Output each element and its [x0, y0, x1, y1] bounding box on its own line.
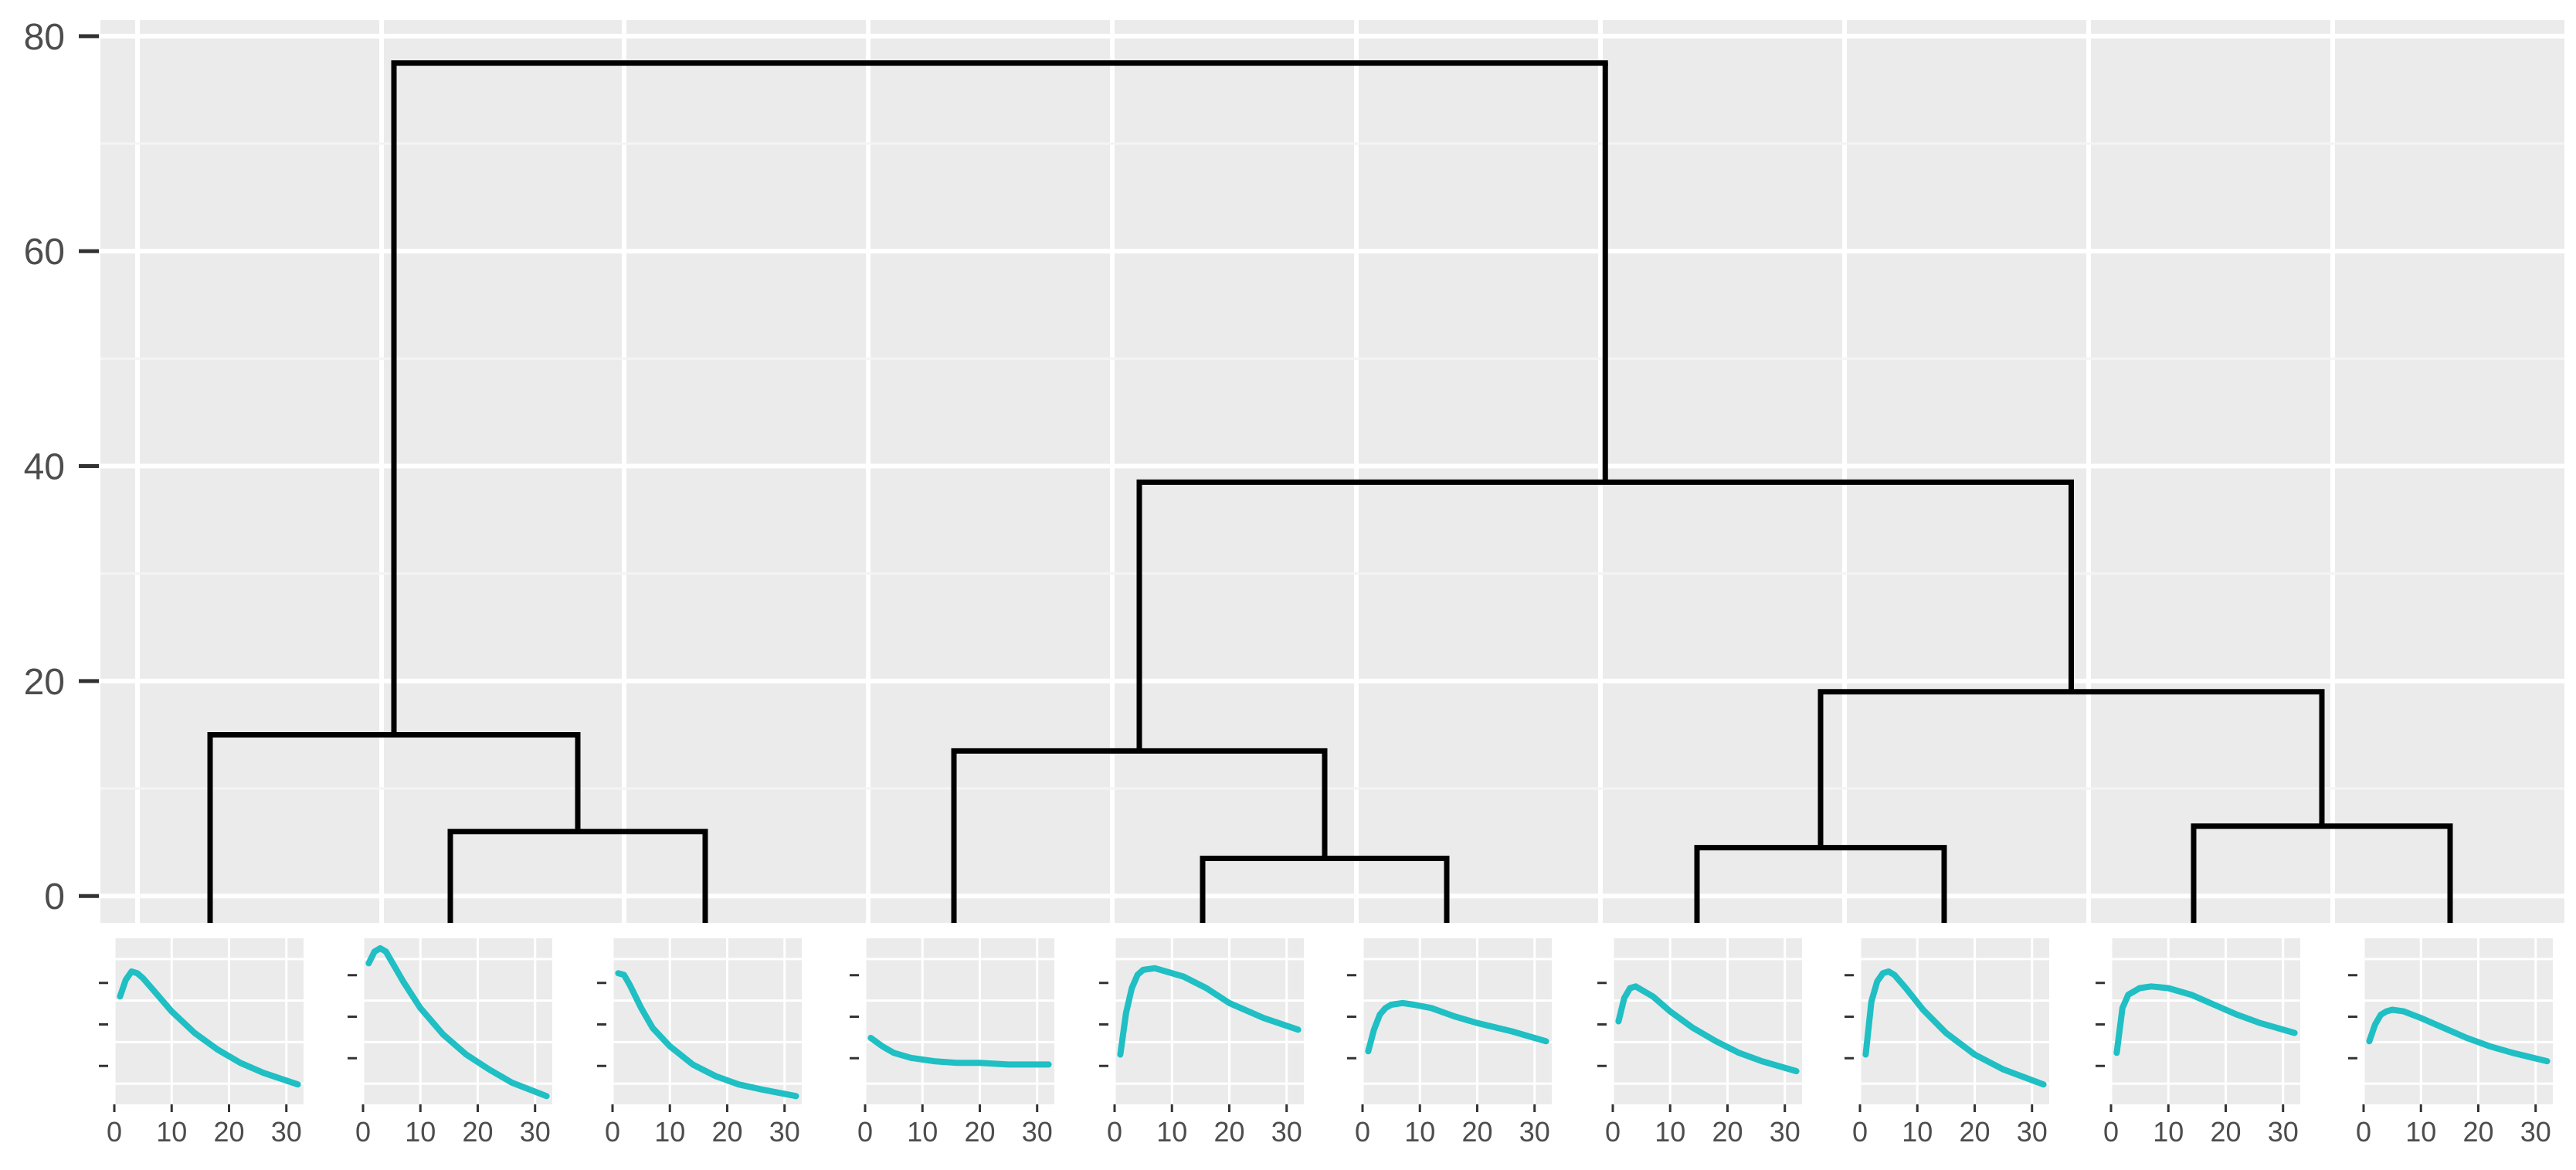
panel-x-tick-label: 20: [462, 1116, 493, 1148]
small-multiple-panel: 0 10 20 30: [597, 938, 802, 1148]
plot-panel-background: [100, 20, 2564, 923]
panel-x-tick-label: 10: [156, 1116, 187, 1148]
panel-x-tick-label: 10: [1156, 1116, 1187, 1148]
panel-x-tick-label: 0: [1605, 1116, 1621, 1148]
panel-x-tick-label: 30: [2268, 1116, 2299, 1148]
series-line: [2113, 983, 2298, 1056]
panel-x-tick-label: 30: [520, 1116, 551, 1148]
panel-x-tick-label: 30: [769, 1116, 800, 1148]
panel-x-tick-label: 20: [1213, 1116, 1244, 1148]
small-multiple-panel: 0 10 20 30: [1845, 938, 2049, 1148]
panel-x-tick-label: 10: [2153, 1116, 2184, 1148]
panel-x-tick-label: 10: [1655, 1116, 1685, 1148]
panel-background: [1363, 938, 1552, 1104]
panel-x-tick-label: 20: [2462, 1116, 2493, 1148]
small-multiple-panel: 0 10 20 30: [1099, 938, 1304, 1148]
panel-x-tick-label: 30: [1022, 1116, 1053, 1148]
panel-x-tick-label: 0: [355, 1116, 371, 1148]
small-multiple-panel: 0 10 20 30: [2096, 938, 2300, 1148]
small-multiple-panel: 0 10 20 30: [1597, 938, 1802, 1148]
panel-x-tick-label: 0: [605, 1116, 620, 1148]
series-line: [1615, 983, 1800, 1074]
panel-x-tick-label: 0: [2103, 1116, 2119, 1148]
series-line: [1117, 965, 1302, 1058]
panel-background: [613, 938, 802, 1104]
panel-x-tick-label: 10: [1404, 1116, 1435, 1148]
panel-x-tick-label: 20: [711, 1116, 742, 1148]
series-line: [2366, 1006, 2551, 1065]
panel-x-tick-label: 20: [213, 1116, 244, 1148]
panel-x-tick-label: 30: [2520, 1116, 2551, 1148]
series-line: [365, 944, 550, 1100]
panel-x-tick-label: 10: [1902, 1116, 1933, 1148]
panel-x-tick-label: 0: [107, 1116, 122, 1148]
panel-background: [2111, 938, 2300, 1104]
panel-x-tick-label: 0: [1355, 1116, 1370, 1148]
series-line: [1365, 999, 1549, 1055]
panel-x-tick-label: 0: [1852, 1116, 1868, 1148]
panel-background: [1613, 938, 1802, 1104]
panel-x-tick-label: 30: [271, 1116, 302, 1148]
panel-x-tick-label: 20: [2210, 1116, 2241, 1148]
panel-x-tick-label: 0: [1107, 1116, 1122, 1148]
panel-x-tick-label: 10: [654, 1116, 685, 1148]
panel-x-tick-label: 30: [2017, 1116, 2048, 1148]
series-line: [117, 968, 301, 1088]
y-tick-label: 0: [44, 877, 65, 917]
small-multiple-panel: 0 10 20 30: [850, 938, 1054, 1148]
panel-x-tick-label: 30: [1271, 1116, 1302, 1148]
y-tick-label: 20: [24, 662, 65, 703]
y-tick-label: 80: [24, 17, 65, 58]
panel-x-tick-label: 20: [1461, 1116, 1492, 1148]
panel-x-tick-label: 20: [964, 1116, 995, 1148]
small-multiple-panel: 0 10 20 30: [1347, 938, 1552, 1148]
y-tick-label: 60: [24, 232, 65, 273]
small-multiple-panel: 0 10 20 30: [348, 938, 552, 1148]
panel-background: [865, 938, 1054, 1104]
panel-x-tick-label: 0: [2356, 1116, 2371, 1148]
panel-x-tick-label: 0: [857, 1116, 873, 1148]
panel-x-tick-label: 10: [2405, 1116, 2436, 1148]
series-line: [1862, 968, 2047, 1088]
small-multiple-panel: 0 10 20 30: [99, 938, 304, 1148]
small-multiple-panel: 0 10 20 30: [2348, 938, 2553, 1148]
series-line: [867, 1035, 1052, 1068]
y-tick-label: 40: [24, 447, 65, 488]
panel-x-tick-label: 10: [907, 1116, 938, 1148]
panel-x-tick-label: 10: [405, 1116, 436, 1148]
series-line: [615, 970, 799, 1100]
panel-x-tick-label: 30: [1770, 1116, 1800, 1148]
panel-background: [2364, 938, 2553, 1104]
panel-x-tick-label: 30: [1519, 1116, 1550, 1148]
panel-x-tick-label: 20: [1959, 1116, 1990, 1148]
panel-background: [1860, 938, 2049, 1104]
panel-x-tick-label: 20: [1712, 1116, 1743, 1148]
